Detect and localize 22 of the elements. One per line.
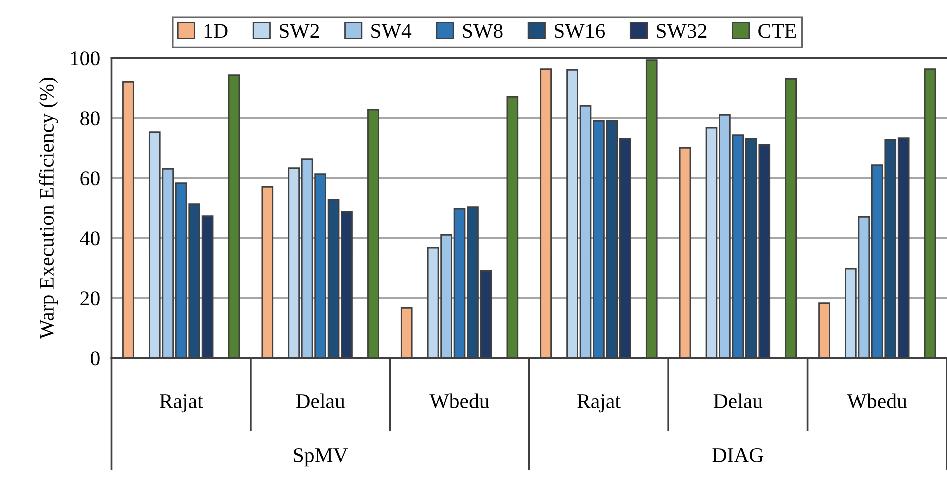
x-tick-label: Wbedu [430, 394, 490, 409]
x-tick-label: Rajat [160, 394, 204, 413]
legend-label: SW16 [554, 24, 606, 38]
y-tick-label: 60 [80, 172, 100, 186]
legend-label: SW32 [657, 24, 707, 38]
legend-label: 1D [204, 24, 228, 38]
text: DIAG [712, 448, 764, 462]
x-tick-label: Wbedu [847, 394, 908, 409]
x-tick-label: Rajat [578, 394, 621, 413]
x-tick-label: Delau [714, 394, 763, 408]
legend-label: SW8 [463, 24, 503, 38]
legend-label: CTE [758, 24, 796, 38]
y-tick-label: 100 [71, 52, 100, 66]
text: SpMV [294, 448, 348, 467]
legend-label: SW4 [372, 24, 412, 38]
y-axis-title: Warp Execution Efficiency (%) [39, 78, 58, 340]
y-tick-label: 20 [80, 292, 100, 306]
legend-label: SW2 [280, 24, 320, 38]
y-tick-label: 80 [80, 112, 100, 126]
y-tick-label: 0 [91, 352, 100, 366]
x-tick-label: Delau [296, 394, 346, 408]
y-tick-label: 40 [80, 232, 100, 246]
